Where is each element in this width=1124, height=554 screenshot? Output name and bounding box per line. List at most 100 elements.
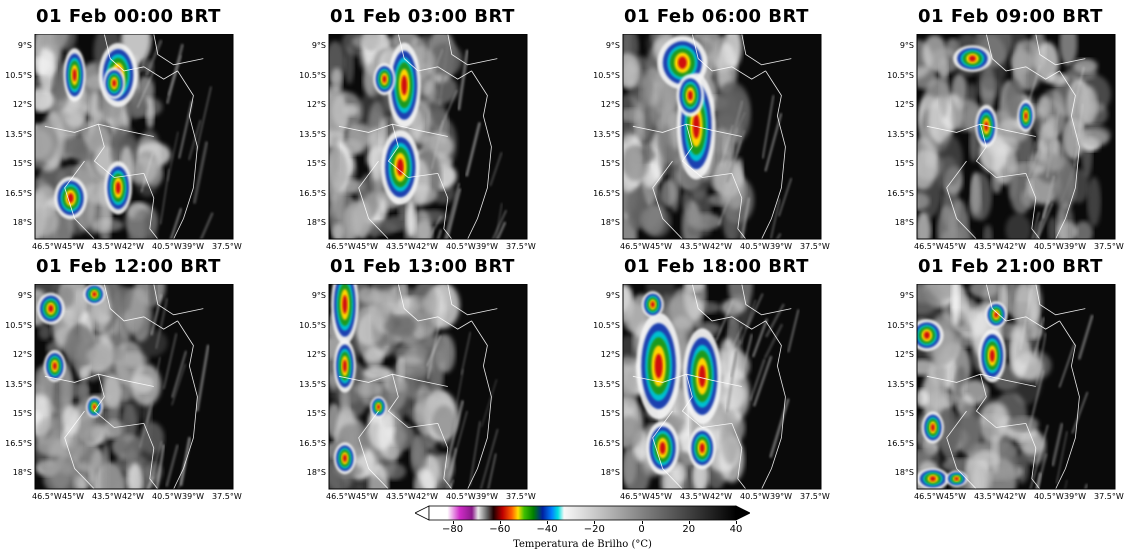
lat-tick-label: 18°S	[306, 468, 326, 477]
panel-title: 01 Feb 13:00 BRT	[330, 256, 515, 277]
lon-tick-label: 40.5°W	[740, 242, 770, 251]
lat-tick-label: 10.5°S	[299, 320, 326, 330]
map-image	[622, 34, 822, 240]
lat-tick-label: 10.5°S	[593, 320, 620, 330]
colorbar-tick-label: −20	[583, 524, 605, 535]
lat-tick-label: 16.5°S	[5, 188, 32, 198]
lon-tick-label: 43.5°W	[92, 242, 122, 251]
lon-tick-label: 42°W	[122, 492, 145, 501]
lat-tick-label: 15°S	[894, 409, 914, 418]
map-image	[34, 34, 234, 240]
lon-tick-label: 37.5°W	[212, 492, 242, 501]
lon-tick-label: 43.5°W	[386, 242, 416, 251]
lon-tick-label: 46.5°W	[620, 242, 650, 251]
satellite-map: 9°S 10.5°S 12°S 13.5°S 15°S 16.5°S 18°S 46.5°W 4…	[5, 34, 270, 251]
map-panel: 01 Feb 13:00 BRT 9°S 10.5°S 12°S 13.5°S 15°S…	[299, 250, 564, 515]
lon-tick-label: 42°W	[1004, 242, 1027, 251]
panel-title: 01 Feb 18:00 BRT	[624, 256, 809, 277]
colorbar-tick	[736, 521, 737, 524]
satellite-map: 9°S 10.5°S 12°S 13.5°S 15°S 16.5°S 18°S 46.5°W 4…	[887, 284, 1124, 501]
map-panel: 01 Feb 03:00 BRT 9°S 10.5°S 12°S 13.5°S 15°S…	[299, 0, 564, 265]
lat-tick-label: 9°S	[605, 41, 620, 50]
lon-tick-label: 43.5°W	[974, 492, 1004, 501]
panel-title: 01 Feb 12:00 BRT	[36, 256, 221, 277]
lat-tick-label: 15°S	[894, 159, 914, 168]
colorbar-tick-label: −80	[442, 524, 464, 535]
lat-tick-label: 16.5°S	[299, 438, 326, 448]
lon-tick-label: 43.5°W	[680, 242, 710, 251]
map-panel: 01 Feb 21:00 BRT 9°S 10.5°S 12°S 13.5°S 15°S…	[887, 250, 1124, 515]
lon-tick-label: 45°W	[356, 242, 379, 251]
colorbar-tick	[594, 521, 596, 524]
lon-tick-label: 43.5°W	[386, 492, 416, 501]
colorbar-tick	[641, 521, 643, 524]
lon-tick-label: 45°W	[650, 492, 673, 501]
lat-tick-label: 16.5°S	[299, 188, 326, 198]
lat-tick-label: 13.5°S	[5, 379, 32, 389]
satellite-map: 9°S 10.5°S 12°S 13.5°S 15°S 16.5°S 18°S 46.5°W 4…	[299, 34, 564, 251]
colorbar-tick	[688, 521, 690, 524]
lat-tick-label: 9°S	[605, 291, 620, 300]
lat-tick-label: 18°S	[600, 218, 620, 227]
lon-tick-label: 46.5°W	[914, 492, 944, 501]
lon-tick-label: 45°W	[62, 242, 85, 251]
map-image	[916, 284, 1116, 490]
colorbar-tick	[499, 521, 501, 524]
lon-tick-label: 40.5°W	[1034, 242, 1064, 251]
map-image	[328, 284, 528, 490]
lon-tick-label: 42°W	[1004, 492, 1027, 501]
lon-tick-label: 45°W	[62, 492, 85, 501]
lat-tick-label: 12°S	[600, 350, 620, 359]
lat-tick-label: 10.5°S	[887, 320, 914, 330]
lat-tick-label: 12°S	[12, 350, 32, 359]
lat-tick-label: 9°S	[311, 41, 326, 50]
lon-tick-label: 39°W	[182, 242, 205, 251]
lat-tick-label: 10.5°S	[593, 70, 620, 80]
colorbar: −80 −60 −40 −20 0 20 40 Temperatura de Brilho …	[415, 505, 750, 550]
lon-tick-label: 46.5°W	[32, 242, 62, 251]
map-image	[328, 34, 528, 240]
panel-title: 01 Feb 00:00 BRT	[36, 6, 221, 27]
colorbar-tick-label: 40	[729, 524, 743, 535]
satellite-map: 9°S 10.5°S 12°S 13.5°S 15°S 16.5°S 18°S 46.5°W 4…	[593, 284, 858, 501]
colorbar-bar	[415, 505, 750, 521]
colorbar-label: Temperatura de Brilho (°C)	[513, 539, 652, 550]
lon-tick-label: 46.5°W	[32, 492, 62, 501]
lon-tick-label: 40.5°W	[446, 492, 476, 501]
lat-tick-label: 18°S	[12, 218, 32, 227]
satellite-map: 9°S 10.5°S 12°S 13.5°S 15°S 16.5°S 18°S 46.5°W 4…	[593, 34, 858, 251]
lat-tick-label: 13.5°S	[299, 379, 326, 389]
lat-tick-label: 12°S	[894, 100, 914, 109]
lat-tick-label: 9°S	[899, 291, 914, 300]
lat-tick-label: 15°S	[12, 159, 32, 168]
lat-tick-label: 12°S	[306, 100, 326, 109]
lat-tick-label: 10.5°S	[5, 70, 32, 80]
lon-tick-label: 46.5°W	[914, 242, 944, 251]
lat-tick-label: 18°S	[894, 468, 914, 477]
lat-tick-label: 16.5°S	[593, 188, 620, 198]
lon-tick-label: 40.5°W	[152, 242, 182, 251]
colorbar-tick-label: −60	[489, 524, 511, 535]
panel-title: 01 Feb 06:00 BRT	[624, 6, 809, 27]
lat-tick-label: 13.5°S	[593, 129, 620, 139]
lon-tick-label: 37.5°W	[212, 242, 242, 251]
lat-tick-label: 12°S	[12, 100, 32, 109]
lon-tick-label: 40.5°W	[152, 492, 182, 501]
lat-tick-label: 18°S	[894, 218, 914, 227]
satellite-map: 9°S 10.5°S 12°S 13.5°S 15°S 16.5°S 18°S 46.5°W 4…	[887, 34, 1124, 251]
map-image	[622, 284, 822, 490]
lat-tick-label: 9°S	[17, 291, 32, 300]
lon-tick-label: 46.5°W	[326, 242, 356, 251]
lon-tick-label: 42°W	[710, 242, 733, 251]
lon-tick-label: 45°W	[650, 242, 673, 251]
panel-title: 01 Feb 21:00 BRT	[918, 256, 1103, 277]
lat-tick-label: 12°S	[894, 350, 914, 359]
lat-tick-label: 18°S	[600, 468, 620, 477]
lat-tick-label: 12°S	[306, 350, 326, 359]
lon-tick-label: 37.5°W	[800, 242, 830, 251]
lat-tick-label: 10.5°S	[5, 320, 32, 330]
lat-tick-label: 18°S	[12, 468, 32, 477]
map-panel: 01 Feb 18:00 BRT 9°S 10.5°S 12°S 13.5°S 15°S…	[593, 250, 858, 515]
map-panel: 01 Feb 00:00 BRT 9°S 10.5°S 12°S 13.5°S 15°S…	[5, 0, 270, 265]
lon-tick-label: 43.5°W	[92, 492, 122, 501]
